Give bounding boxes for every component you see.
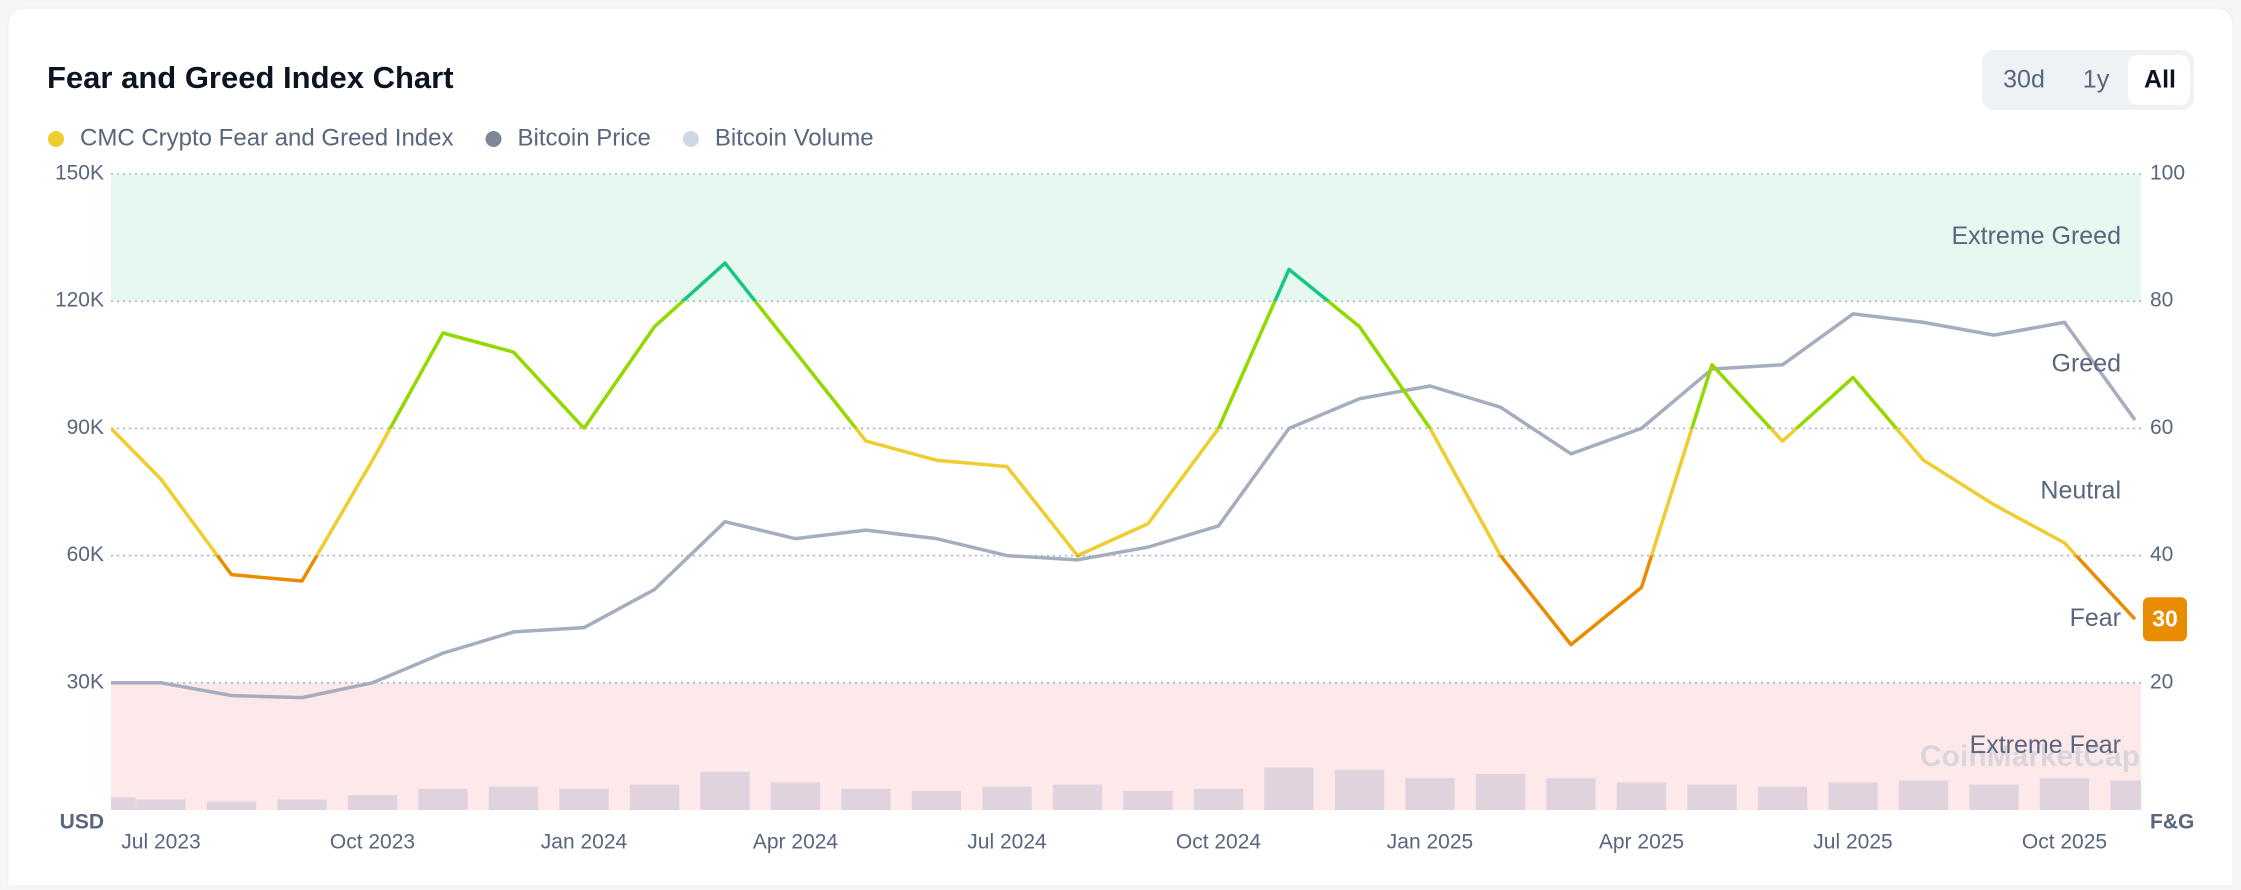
volume-bar	[1546, 778, 1596, 810]
y-tick-label: 30K	[67, 670, 104, 693]
legend-marker	[682, 131, 699, 147]
volume-bar	[488, 786, 539, 810]
y-tick-label: 90K	[67, 416, 104, 439]
volume-bar	[1828, 782, 1878, 810]
y2-tick-label: 40	[2150, 543, 2173, 566]
current-value-badge	[2143, 597, 2187, 642]
volume-bar	[1264, 767, 1314, 810]
zone-label: Greed	[2052, 349, 2121, 377]
x-tick-label: Oct 2025	[2022, 831, 2107, 854]
volume-bar	[700, 771, 750, 810]
volume-bar	[911, 790, 962, 810]
volume-bar	[559, 788, 609, 810]
fear-greed-line	[111, 261, 2137, 647]
x-tick-label: Jul 2025	[1813, 831, 1892, 854]
price-line	[111, 312, 2137, 700]
volume-bar	[418, 788, 468, 810]
legend-label: Bitcoin Price	[518, 124, 651, 151]
x-tick-label: Jul 2024	[967, 831, 1047, 854]
y2-tick-label: 20	[2150, 670, 2173, 693]
range-button-active[interactable]	[2128, 55, 2190, 105]
volume-bar	[1687, 784, 1737, 810]
x-tick-label: Jan 2025	[1387, 831, 1473, 854]
volume-bar	[841, 788, 891, 810]
legend-marker	[48, 131, 64, 147]
zone-label: Extreme Greed	[1951, 222, 2121, 250]
y2-tick-label: 60	[2150, 416, 2173, 439]
volume-bar	[1193, 788, 1244, 810]
range-button[interactable]: 1y	[2083, 66, 2110, 94]
volume-bar	[1334, 769, 1385, 810]
volume-bar	[1757, 786, 1808, 810]
legend-marker	[485, 131, 502, 147]
volume-bar	[347, 795, 398, 810]
current-value: 30	[2152, 605, 2178, 631]
legend-label: CMC Crypto Fear and Greed Index	[80, 124, 454, 151]
zone-label: Neutral	[2040, 477, 2121, 505]
volume-bar	[1969, 784, 2019, 810]
y2-tick-label: 80	[2150, 289, 2173, 312]
y2-unit-label: F&G	[2150, 811, 2194, 834]
x-tick-label: Oct 2023	[330, 831, 415, 854]
legend-label: Bitcoin Volume	[715, 124, 874, 151]
volume-bar	[1405, 778, 1455, 810]
x-tick-label: Jan 2024	[541, 831, 628, 854]
x-tick-label: Apr 2025	[1599, 831, 1684, 854]
plot-area: CoinMarketCap	[111, 261, 2141, 810]
x-tick-label: Apr 2024	[753, 831, 839, 854]
y-tick-label: 60K	[67, 543, 104, 566]
zone-band	[111, 174, 2141, 302]
volume-bar	[206, 801, 257, 810]
chart-title: Fear and Greed Index Chart	[47, 60, 454, 95]
volume-bar	[2039, 778, 2090, 810]
volume-bar	[982, 786, 1032, 810]
range-button[interactable]: All	[2144, 66, 2176, 94]
zone-label: Fear	[2070, 604, 2121, 632]
volume-bar	[1475, 773, 1526, 810]
watermark: CoinMarketCap	[1920, 740, 2140, 773]
volume-bar	[136, 799, 186, 810]
y-unit-label: USD	[60, 811, 104, 834]
volume-bar	[1123, 790, 1173, 810]
x-tick-label: Oct 2024	[1176, 831, 1262, 854]
y-tick-label: 120K	[55, 289, 104, 312]
y-tick-label: 150K	[55, 162, 104, 185]
volume-bar	[277, 799, 327, 810]
volume-bar	[2110, 780, 2141, 810]
volume-bar	[1052, 784, 1103, 810]
volume-bar	[1616, 782, 1667, 810]
x-tick-label: Jul 2023	[121, 831, 200, 854]
volume-bar	[770, 782, 821, 810]
volume-bar	[1898, 780, 1949, 810]
range-button[interactable]: 30d	[2003, 66, 2045, 94]
volume-bar	[629, 784, 680, 810]
volume-bar	[111, 797, 136, 810]
zone-label: Extreme Fear	[1970, 731, 2121, 759]
y2-tick-label: 100	[2150, 162, 2185, 185]
